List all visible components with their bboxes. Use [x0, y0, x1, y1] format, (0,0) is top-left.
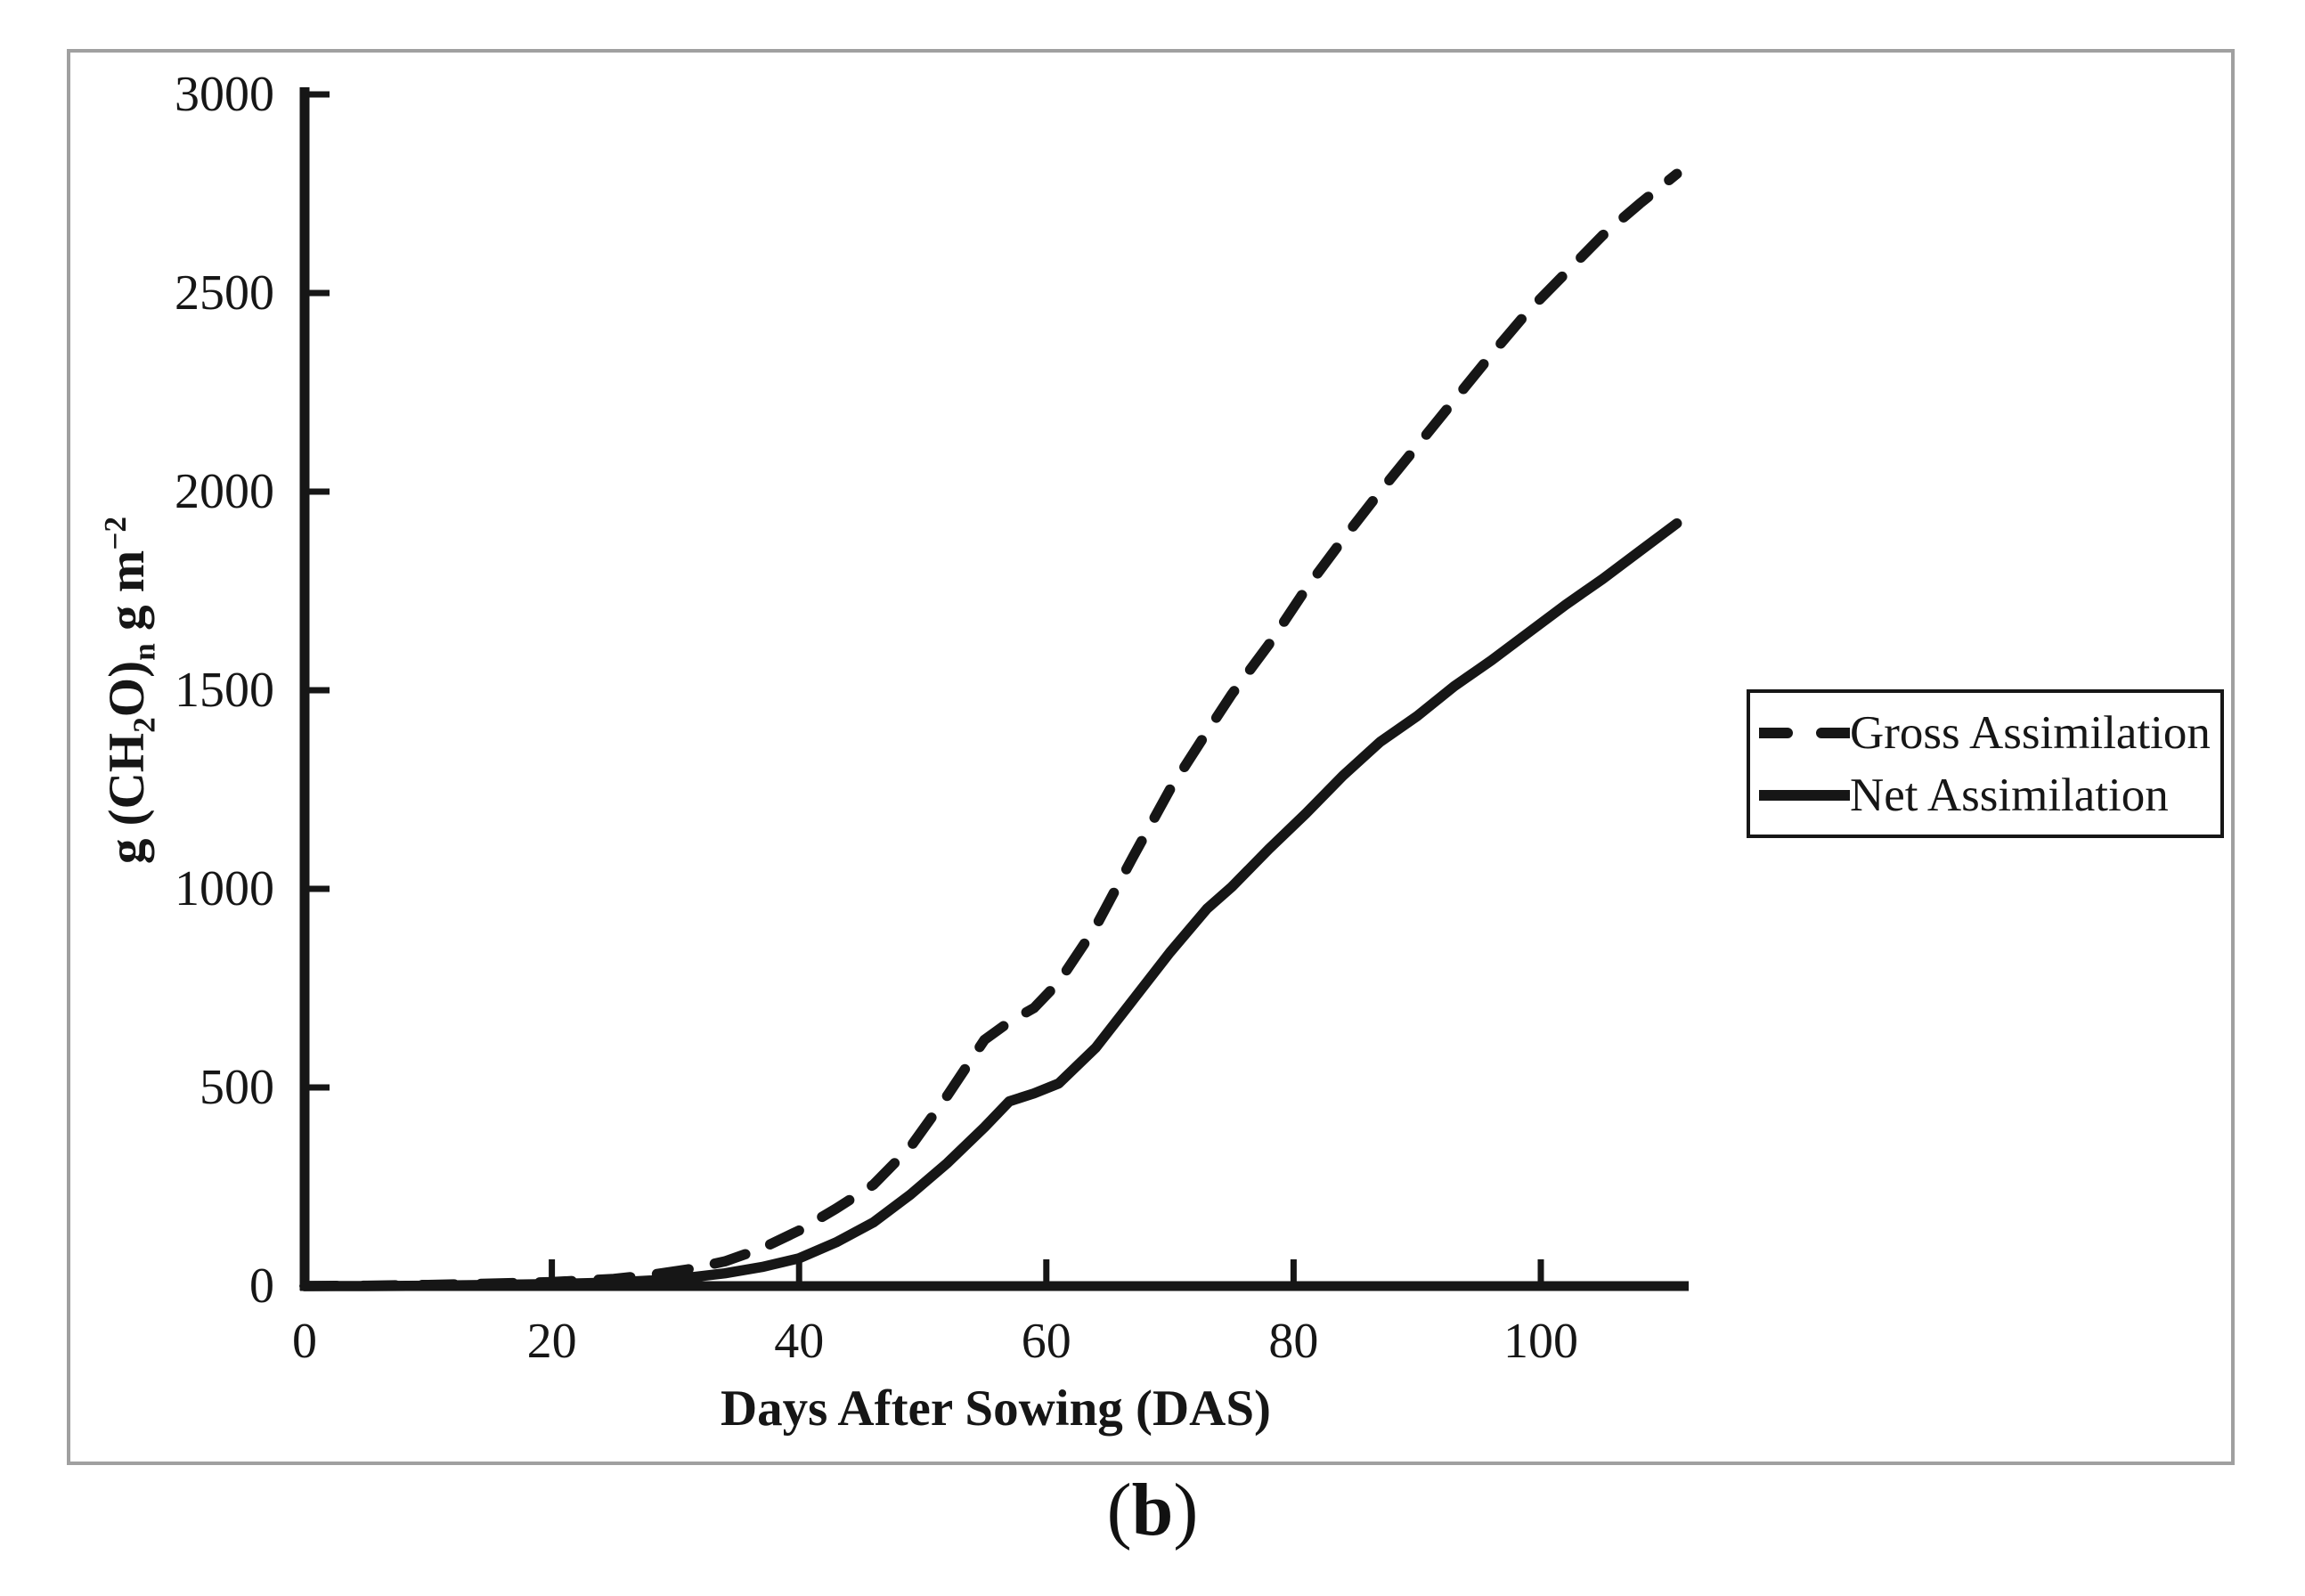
y-axis-title-part: n: [126, 643, 162, 661]
legend: Gross Assimilation Net Assimilation: [1747, 689, 2224, 838]
figure-caption-part: ): [1173, 1469, 1199, 1551]
x-tick-label: 100: [1503, 1314, 1578, 1369]
legend-label: Net Assimilation: [1850, 769, 2169, 821]
x-tick-label: 60: [1021, 1314, 1071, 1369]
y-axis-title-part: g m: [99, 550, 155, 644]
y-axis-title-part: −2: [98, 516, 133, 550]
legend-row: Gross Assimilation: [1754, 706, 2220, 760]
series-line-net: [299, 517, 1682, 1291]
x-axis-title: Days After Sowing (DAS): [720, 1380, 1272, 1437]
x-tick-label: 0: [292, 1314, 317, 1369]
x-tick-label: 20: [526, 1314, 577, 1369]
y-tick-label: 2000: [175, 464, 274, 519]
y-tick-label: 3000: [175, 67, 274, 122]
legend-row: Net Assimilation: [1754, 769, 2220, 822]
x-tick-label: 40: [774, 1314, 825, 1369]
figure-caption-part: b: [1131, 1469, 1174, 1551]
legend-solid-line-sample: [1754, 789, 1855, 802]
y-axis-title-part: 2: [126, 717, 162, 733]
legend-label: Gross Assimilation: [1850, 706, 2211, 759]
y-axis-title-part: g (CH: [99, 732, 155, 865]
series-line-gross: [299, 168, 1682, 1291]
y-tick-label: 0: [249, 1258, 274, 1314]
y-tick-label: 500: [200, 1060, 274, 1115]
legend-dashed-line-sample: [1754, 727, 1855, 739]
y-tick-label: 1500: [175, 663, 274, 718]
x-tick-label: 80: [1268, 1314, 1319, 1369]
y-tick-label: 2500: [175, 265, 274, 321]
figure-caption: (b): [0, 1470, 2305, 1551]
figure-caption-part: (: [1106, 1469, 1132, 1551]
y-tick-label: 1000: [175, 861, 274, 916]
